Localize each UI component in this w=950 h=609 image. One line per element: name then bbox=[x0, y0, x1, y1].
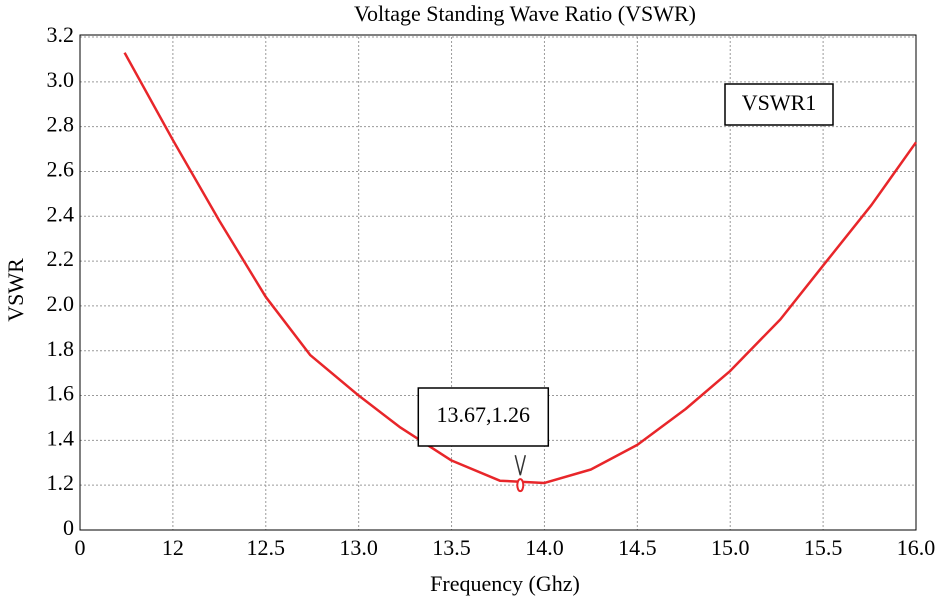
x-tick-label: 14.0 bbox=[525, 535, 564, 560]
y-tick-label: 0 bbox=[63, 515, 74, 540]
marker-point bbox=[516, 478, 525, 493]
y-tick-label: 1.4 bbox=[47, 425, 75, 450]
y-tick-label: 2.4 bbox=[47, 201, 75, 226]
x-tick-label: 13.0 bbox=[339, 535, 378, 560]
legend-box bbox=[724, 83, 834, 126]
y-tick-label: 2.2 bbox=[47, 246, 75, 271]
marker-label: 13.67,1.26 bbox=[437, 402, 531, 427]
y-tick-label: 1.8 bbox=[47, 336, 75, 361]
y-tick-label: 2.0 bbox=[47, 291, 75, 316]
x-tick-label: 13.5 bbox=[432, 535, 471, 560]
y-tick-label: 1.2 bbox=[47, 470, 75, 495]
y-tick-label: 3.2 bbox=[47, 22, 75, 47]
y-tick-label: 2.6 bbox=[47, 157, 75, 182]
marker-label-box bbox=[417, 387, 550, 447]
x-tick-label: 15.5 bbox=[804, 535, 843, 560]
y-axis-label: VSWR bbox=[3, 258, 28, 322]
x-tick-label: 14.5 bbox=[618, 535, 657, 560]
y-tick-label: 1.6 bbox=[47, 381, 75, 406]
x-axis-label: Frequency (Ghz) bbox=[430, 571, 580, 596]
y-tick-label: 2.8 bbox=[47, 112, 75, 137]
legend-label: VSWR1 bbox=[742, 90, 817, 115]
y-tick-label: 3.0 bbox=[47, 67, 75, 92]
x-tick-label: 16.0 bbox=[897, 535, 936, 560]
x-tick-label: 0 bbox=[75, 535, 86, 560]
marker-arrow bbox=[514, 455, 527, 476]
x-tick-label: 12.5 bbox=[247, 535, 286, 560]
x-tick-label: 15.0 bbox=[711, 535, 750, 560]
chart-title: Voltage Standing Wave Ratio (VSWR) bbox=[354, 1, 696, 26]
x-tick-label: 12 bbox=[162, 535, 184, 560]
plot-frame bbox=[79, 34, 917, 531]
